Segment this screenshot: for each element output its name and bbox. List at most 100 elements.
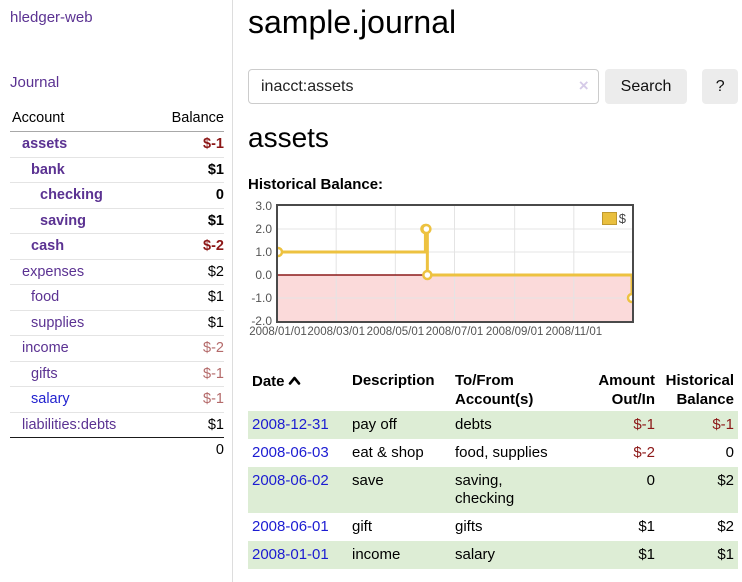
sort-ascending-icon: [288, 371, 301, 390]
transaction-date-cell: 2008-06-02: [248, 467, 348, 513]
account-link-salary[interactable]: salary: [31, 391, 70, 408]
account-link-bank[interactable]: bank: [31, 161, 65, 178]
register-heading: assets: [248, 122, 329, 153]
account-link-income[interactable]: income: [22, 340, 69, 357]
account-row: supplies $1: [10, 311, 224, 336]
transaction-date-link[interactable]: 2008-12-31: [252, 416, 329, 433]
column-header-tofrom[interactable]: To/From Account(s): [455, 372, 534, 408]
account-row: liabilities:debts $1: [10, 413, 224, 438]
accounts-table-header: Account Balance: [10, 108, 224, 132]
transaction-description: income: [352, 546, 401, 563]
sidebar: hledger-web Journal Account Balance asse…: [0, 0, 233, 582]
search-button[interactable]: Search: [604, 69, 688, 104]
transaction-date-link[interactable]: 2008-01-01: [252, 546, 329, 563]
register-row: 2008-06-02 save saving, checking 0 $2: [248, 467, 738, 513]
account-row: gifts $-1: [10, 362, 224, 387]
x-axis-tick-label: 2008/07/01: [425, 326, 484, 338]
account-balance: $1: [207, 212, 224, 229]
clear-search-icon[interactable]: ×: [578, 76, 589, 95]
column-header-balance[interactable]: Historical Balance: [665, 372, 734, 408]
transaction-balance: 0: [725, 444, 734, 461]
transaction-description: pay off: [352, 416, 397, 433]
transaction-date-link[interactable]: 2008-06-03: [252, 444, 329, 461]
transaction-description: gift: [352, 518, 373, 535]
transaction-accounts: salary: [455, 546, 496, 563]
account-link-liabilities-debts[interactable]: liabilities:debts: [22, 416, 117, 433]
account-row: assets $-1: [10, 132, 224, 158]
transaction-amount: $1: [638, 518, 655, 535]
transaction-accounts: gifts: [455, 518, 483, 535]
account-row: checking 0: [10, 183, 224, 209]
accounts-header-account: Account: [12, 110, 65, 126]
x-axis-tick-label: 2008/05/01: [366, 326, 425, 338]
page-title: sample.journal: [248, 4, 457, 40]
account-row: cash $-2: [10, 234, 224, 260]
x-axis-tick-label: 2008/01/01: [249, 326, 307, 338]
accounts-total-row: 0: [10, 438, 224, 463]
register-row: 2008-01-01 income salary $1 $1: [248, 541, 738, 569]
search-box: ×: [248, 69, 599, 104]
register-table: Date Description To/From Account(s) Amoun…: [248, 370, 738, 569]
account-link-cash[interactable]: cash: [31, 238, 65, 255]
register-row: 2008-06-03 eat & shop food, supplies $-2…: [248, 439, 738, 467]
legend-label: $: [618, 211, 626, 226]
account-balance: $1: [207, 416, 224, 433]
account-link-checking[interactable]: checking: [40, 187, 103, 204]
search-input[interactable]: [248, 69, 599, 104]
brand-link[interactable]: hledger-web: [10, 9, 93, 26]
transaction-accounts: saving, checking: [455, 472, 515, 507]
transaction-amount: 0: [646, 472, 655, 489]
account-row: expenses $2: [10, 260, 224, 285]
y-axis-tick-label: 3.0: [255, 199, 272, 213]
register-row: 2008-06-01 gift gifts $1 $2: [248, 513, 738, 541]
column-header-date[interactable]: Date: [248, 370, 348, 411]
account-balance: 0: [215, 187, 224, 204]
transaction-description: eat & shop: [352, 444, 424, 461]
transaction-date-cell: 2008-12-31: [248, 411, 348, 439]
transaction-amount: $-2: [633, 444, 655, 461]
account-balance: $1: [207, 314, 224, 331]
account-link-supplies[interactable]: supplies: [31, 314, 85, 331]
sidebar-item-journal[interactable]: Journal: [10, 74, 60, 91]
account-link-saving[interactable]: saving: [40, 212, 86, 229]
account-link-gifts[interactable]: gifts: [31, 365, 58, 382]
chart-legend: $: [599, 210, 628, 227]
account-balance: $-2: [203, 238, 224, 255]
column-header-description[interactable]: Description: [352, 372, 435, 389]
chart-title: Historical Balance:: [248, 176, 384, 193]
account-row: salary $-1: [10, 387, 224, 413]
transaction-balance: $2: [717, 518, 734, 535]
account-link-food[interactable]: food: [31, 289, 60, 306]
account-link-expenses[interactable]: expenses: [22, 263, 85, 280]
chart-plot-area: $: [272, 204, 638, 323]
y-axis-tick-label: 0.0: [255, 268, 272, 282]
register-row: 2008-12-31 pay off debts $-1 $-1: [248, 411, 738, 439]
y-axis-tick-label: -1.0: [251, 291, 272, 305]
account-balance: $-2: [203, 340, 224, 357]
account-balance: $-1: [203, 136, 224, 153]
account-row: income $-2: [10, 336, 224, 362]
y-axis-tick-label: -2.0: [251, 314, 272, 328]
x-axis-tick-label: 2008/09/01: [485, 326, 544, 338]
legend-swatch-icon: [601, 212, 617, 225]
account-balance: $1: [207, 289, 224, 306]
search-form: × Search ?: [248, 69, 738, 104]
account-row: food $1: [10, 285, 224, 311]
chart-series: [272, 206, 638, 321]
transaction-date-cell: 2008-01-01: [248, 541, 348, 569]
transaction-accounts: food, supplies: [455, 444, 548, 461]
account-row: bank $1: [10, 158, 224, 183]
help-button[interactable]: ?: [702, 69, 738, 104]
account-link-assets[interactable]: assets: [22, 136, 68, 153]
accounts-table: Account Balance assets $-1 bank $1 check…: [10, 108, 224, 463]
account-row: saving $1: [10, 209, 224, 234]
account-balance: $-1: [203, 391, 224, 408]
column-header-amount[interactable]: Amount Out/In: [598, 372, 655, 408]
transaction-amount: $1: [638, 546, 655, 563]
transaction-date-link[interactable]: 2008-06-01: [252, 518, 329, 535]
transaction-description: save: [352, 472, 384, 489]
transaction-balance: $1: [717, 546, 734, 563]
transaction-accounts: debts: [455, 416, 492, 433]
transaction-date-link[interactable]: 2008-06-02: [252, 472, 329, 489]
